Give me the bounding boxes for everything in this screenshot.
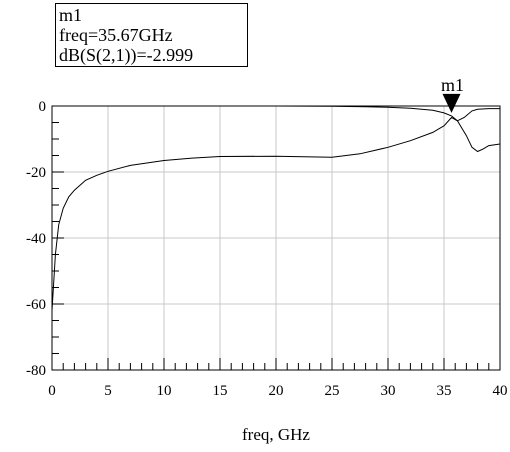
marker-value: dB(S(2,1))=-2.999 [59,45,194,65]
x-tick-label: 0 [48,383,56,399]
y-tick-label: 0 [39,99,47,115]
y-tick-label: -40 [26,231,46,247]
x-tick-label: 10 [157,383,172,399]
marker-readout: m1 freq=35.67GHz dB(S(2,1))=-2.999 [55,3,248,67]
x-tick-label: 35 [437,383,452,399]
marker-name: m1 [59,5,83,25]
marker-freq: freq=35.67GHz [59,25,173,45]
x-tick-label: 40 [493,383,508,399]
series-line-2 [192,105,500,122]
grid [51,105,501,371]
x-tick-label: 15 [213,383,228,399]
y-tick-label: -60 [26,297,46,313]
x-tick-label: 5 [104,383,112,399]
x-axis-title: freq, GHz [242,425,310,444]
y-tick-label: -80 [26,363,46,379]
marker-label: m1 [441,75,464,95]
x-tick-label: 25 [325,383,340,399]
x-tick-label: 20 [269,383,284,399]
series-group [51,105,501,311]
marker-layer: m1 [441,75,464,113]
series-line-1 [51,116,501,311]
y-tick-label: -20 [26,165,46,181]
x-tick-label: 30 [381,383,396,399]
tick-labels: 0 5 10 15 20 25 30 35 40 0 -20 -40 -60 -80 [26,99,508,399]
marker-triangle-icon [442,93,461,113]
